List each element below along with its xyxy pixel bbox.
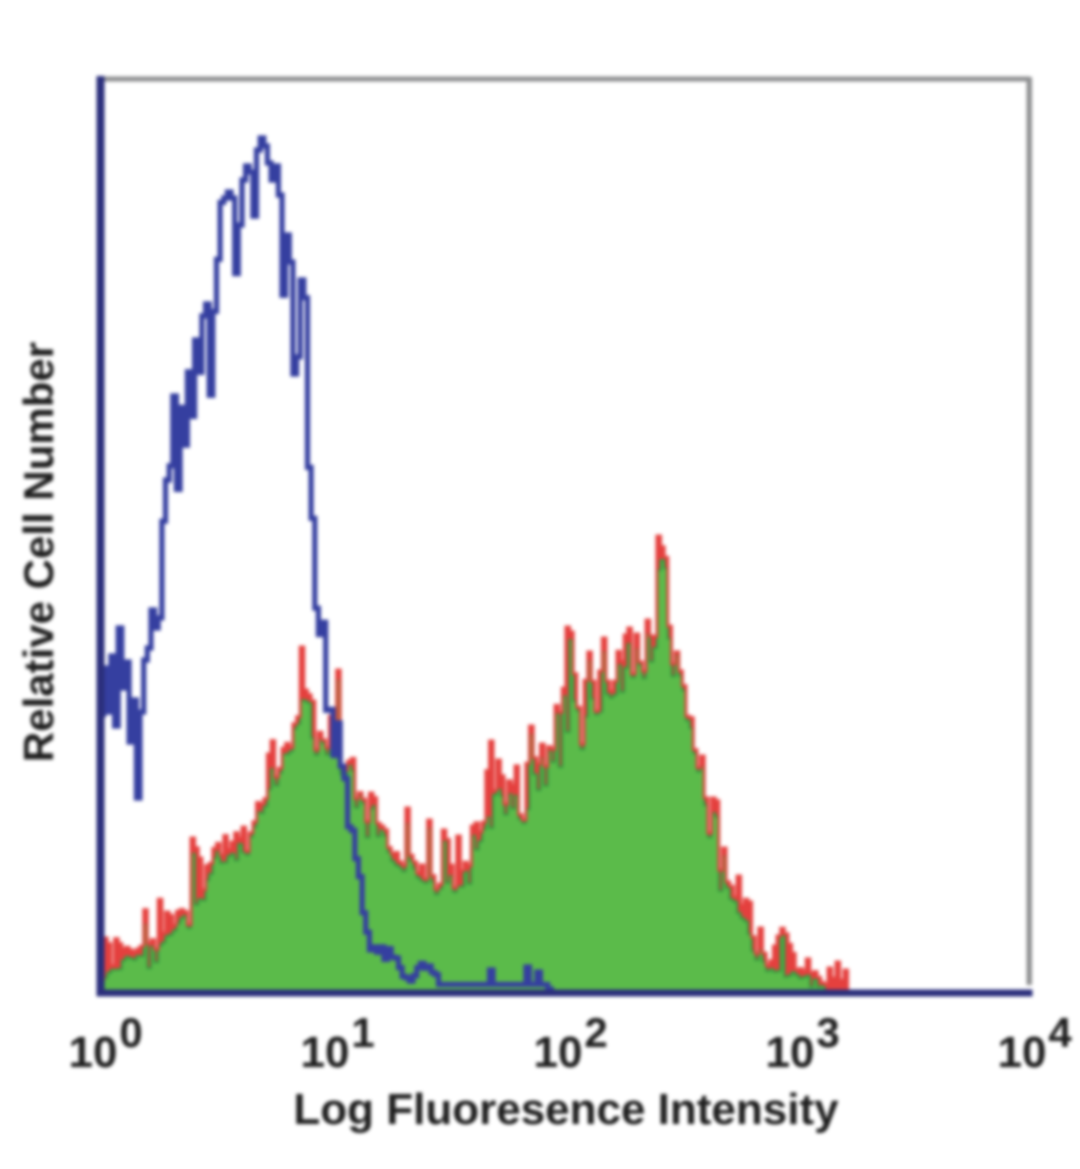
svg-text:0: 0 [119,1009,142,1056]
svg-text:10: 10 [766,1028,815,1077]
svg-text:10: 10 [69,1028,118,1077]
svg-text:3: 3 [816,1009,839,1056]
svg-text:Relative Cell Number: Relative Cell Number [15,342,62,762]
svg-text:1: 1 [351,1009,374,1056]
svg-text:10: 10 [998,1028,1047,1077]
svg-text:10: 10 [534,1028,583,1077]
svg-text:2: 2 [584,1009,607,1056]
svg-text:10: 10 [301,1028,350,1077]
svg-text:4: 4 [1048,1009,1072,1056]
svg-text:Log Fluoresence Intensity: Log Fluoresence Intensity [293,1085,839,1134]
